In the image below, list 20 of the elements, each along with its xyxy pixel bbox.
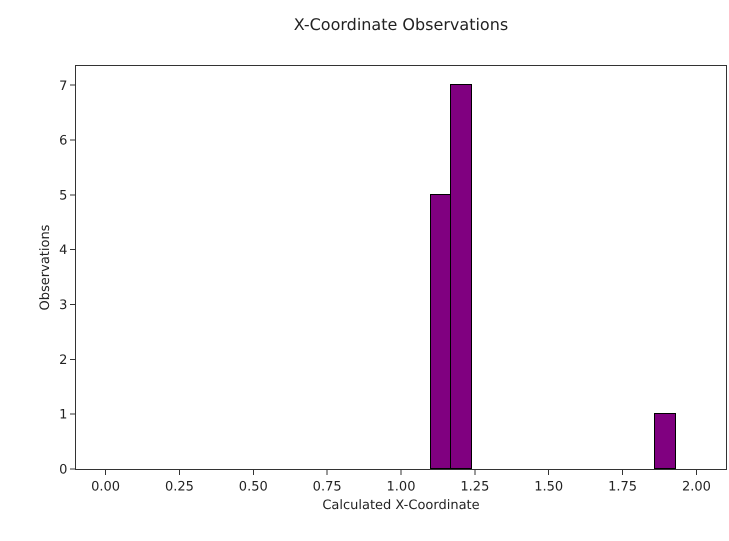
x-tick-label: 0.50 bbox=[238, 480, 268, 495]
x-tick-label: 1.75 bbox=[608, 480, 638, 495]
x-tick-label: 0.75 bbox=[312, 480, 342, 495]
x-tick-label: 1.50 bbox=[534, 480, 564, 495]
y-axis-title: Observations bbox=[38, 224, 54, 310]
x-axis-title: Calculated X-Coordinate bbox=[322, 498, 480, 514]
x-tick-label: 1.00 bbox=[386, 480, 416, 495]
y-tick-label: 6 bbox=[59, 134, 68, 149]
y-tick-label: 2 bbox=[59, 352, 68, 368]
x-tick-label: 0.00 bbox=[91, 480, 120, 495]
y-tick-label: 4 bbox=[59, 243, 68, 258]
x-tick-label: 0.25 bbox=[164, 480, 194, 495]
y-tick-label: 0 bbox=[59, 462, 68, 478]
chart-title: X-Coordinate Observations bbox=[294, 14, 508, 34]
y-tick-label: 5 bbox=[59, 188, 68, 204]
y-tick-label: 3 bbox=[59, 298, 68, 314]
x-tick-label: 2.00 bbox=[682, 480, 711, 495]
x-tick-label: 1.25 bbox=[460, 480, 490, 495]
y-tick-label: 1 bbox=[59, 408, 68, 423]
y-tick-label: 7 bbox=[59, 78, 68, 94]
